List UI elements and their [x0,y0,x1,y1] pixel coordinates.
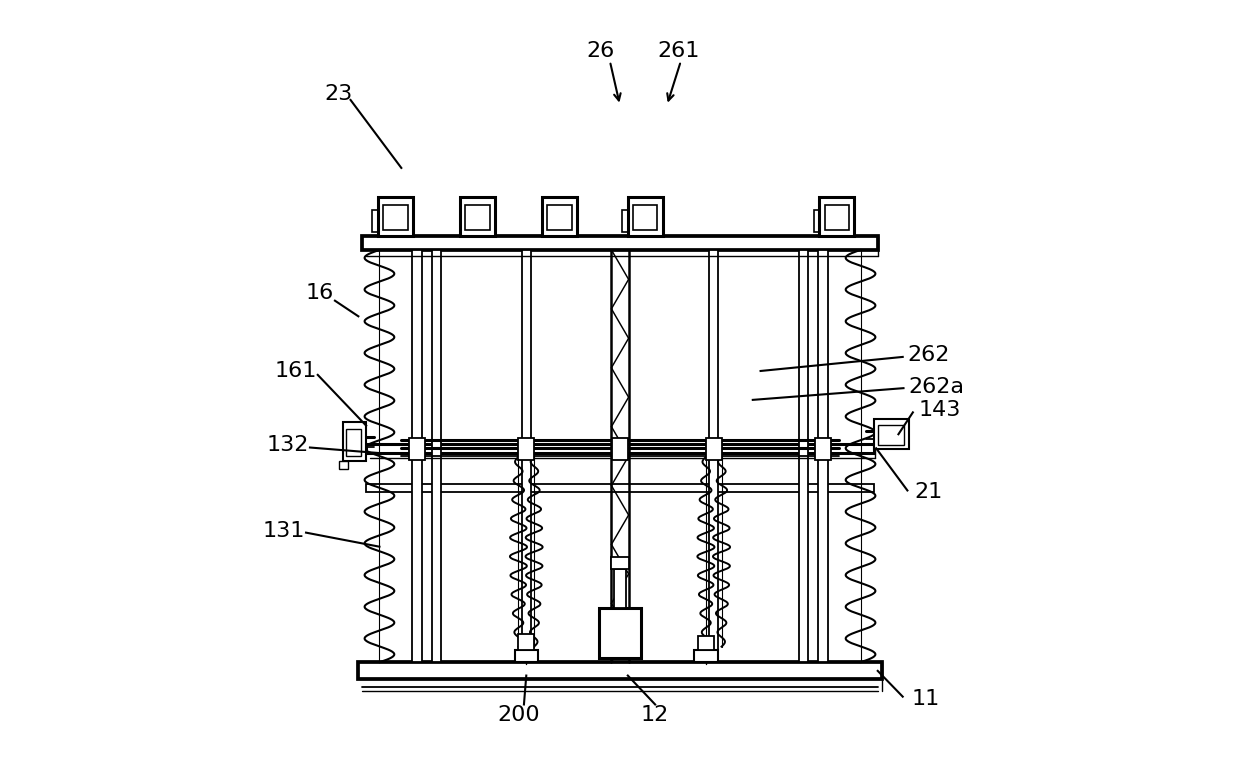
Bar [799,250,808,662]
Text: 262: 262 [908,345,950,366]
Bar [366,444,874,453]
Text: 132: 132 [267,435,309,455]
Bar [522,250,531,662]
Bar [432,250,441,662]
Text: 21: 21 [914,482,942,502]
Text: 26: 26 [587,41,615,61]
Bar [825,205,849,230]
Bar [383,205,408,230]
Bar [878,425,904,445]
Bar [627,197,663,236]
Bar [818,250,828,662]
Bar [698,636,714,650]
Text: 23: 23 [325,84,353,104]
Bar [815,438,831,460]
Bar [412,250,422,662]
Bar [366,484,874,492]
Bar [614,569,626,608]
Bar [820,197,854,236]
Bar [813,211,833,232]
Text: 143: 143 [919,400,961,420]
Bar [346,429,362,456]
Text: 200: 200 [497,704,539,725]
Bar [518,634,534,650]
Bar [547,205,572,230]
Bar [409,438,425,460]
Bar [613,438,627,460]
Bar [518,438,534,460]
Bar [706,438,722,460]
Text: 161: 161 [275,361,317,381]
Bar [599,608,641,658]
Text: 131: 131 [263,521,305,541]
Bar [874,419,909,449]
Bar [362,236,878,250]
Bar [709,250,718,662]
Bar [372,211,392,232]
Bar [465,205,490,230]
Text: 261: 261 [657,41,699,61]
Bar [622,211,641,232]
Text: 12: 12 [641,704,670,725]
Bar [515,650,538,662]
Bar [460,197,495,236]
Bar [694,650,718,662]
Text: 11: 11 [913,689,940,709]
Text: 16: 16 [305,283,334,303]
Bar [339,461,348,469]
Bar [611,557,629,569]
Bar [634,205,657,230]
Bar [542,197,577,236]
Text: 262a: 262a [909,376,965,397]
Bar [342,422,366,461]
Bar [378,197,413,236]
Bar [358,662,882,679]
